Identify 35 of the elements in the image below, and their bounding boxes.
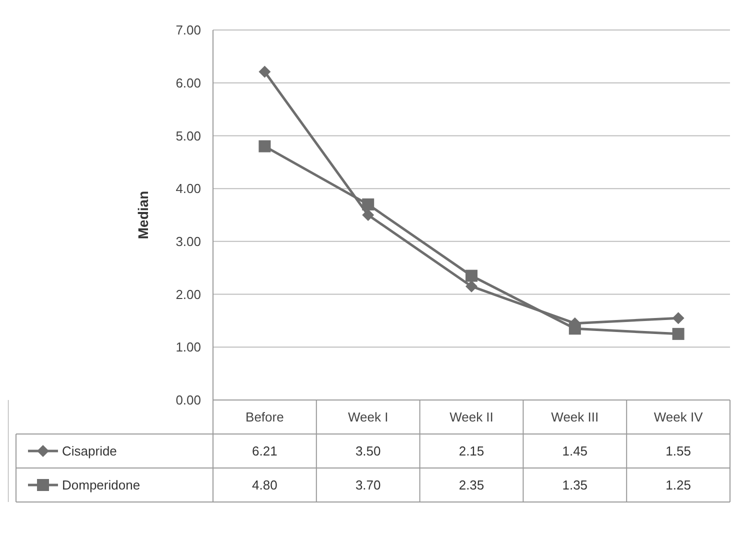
point <box>672 312 684 324</box>
data-label: 1.35 <box>562 478 588 493</box>
y-tick-label: 1.00 <box>176 340 201 355</box>
point <box>258 140 271 152</box>
point <box>568 322 581 335</box>
y-tick-label: 0.00 <box>176 392 201 408</box>
y-tick-label: 4.00 <box>176 181 201 196</box>
data-label: 2.15 <box>458 444 484 459</box>
y-axis-title: Median <box>135 190 151 240</box>
y-tick-label: 2.00 <box>176 286 201 302</box>
point <box>466 280 478 292</box>
data-label: 3.50 <box>355 444 381 459</box>
point <box>362 209 374 221</box>
x-tick-label: Week IV <box>654 410 704 425</box>
y-tick-label: 3.00 <box>176 234 201 249</box>
x-tick-label: Week II <box>450 410 494 425</box>
data-label: 1.45 <box>562 444 588 459</box>
data-label: 4.80 <box>252 478 278 493</box>
data-label: 6.21 <box>252 444 278 459</box>
data-label: 1.55 <box>666 444 691 459</box>
legend-label: Cisapride <box>62 444 117 459</box>
point <box>466 270 478 282</box>
y-tick-label: 5.00 <box>176 128 201 144</box>
data-label: 2.35 <box>458 478 484 493</box>
data-label: 3.70 <box>355 478 381 493</box>
data-label: 1.25 <box>666 478 691 493</box>
point <box>672 328 684 340</box>
point <box>258 66 271 78</box>
y-tick-label: 6.00 <box>176 75 201 90</box>
y-tick-label: 7.00 <box>176 22 201 38</box>
x-tick-label: Week III <box>551 410 599 425</box>
x-tick-label: Week I <box>348 410 388 425</box>
x-tick-label: Before <box>246 410 284 425</box>
point <box>362 198 374 210</box>
legend-label: Domperidone <box>62 478 140 493</box>
